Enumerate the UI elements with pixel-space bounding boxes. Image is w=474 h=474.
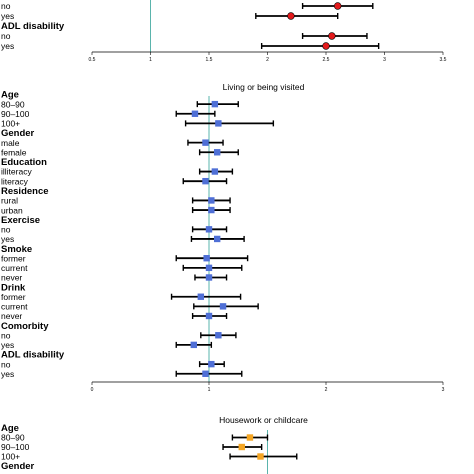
x-tick-label: 0.5 [89,57,96,63]
row-label: 90–100 [1,442,30,452]
point-estimate-marker [334,2,342,10]
group-header: Exercise [1,215,40,226]
point-estimate-marker [238,443,245,451]
point-estimate-marker [202,177,209,185]
row-label: illiteracy [1,167,32,177]
row-label: no [1,31,11,41]
point-estimate-marker [202,370,209,377]
point-estimate-marker [246,434,254,441]
row-label: yes [1,234,14,244]
group-header: Comorbity [1,321,49,332]
row-label: 90–100 [1,109,30,119]
row-label: no [1,225,11,235]
row-label: male [1,138,20,148]
point-estimate-marker [328,32,336,40]
panel-title: Housework or childcare [219,415,308,425]
point-estimate-marker [205,274,213,281]
row-label: yes [1,11,14,21]
point-estimate-marker [219,303,227,310]
x-tick-label: 0 [91,387,94,393]
x-tick-label: 1 [149,57,152,63]
group-header: Education [1,157,47,168]
point-estimate-marker [205,226,213,233]
group-header: Age [1,423,19,434]
point-estimate-marker [215,332,222,339]
point-estimate-marker [208,360,215,368]
x-tick-label: 2.5 [323,57,330,63]
x-tick-label: 1.5 [206,57,213,63]
row-label: female [1,147,27,157]
panel-title: Living or being visited [223,82,305,92]
row-label: current [1,263,28,273]
group-header: Age [1,90,19,101]
row-label: rural [1,196,18,206]
forest-panel-2: Living or being visited 0 1 2 3 Age80–9090–10… [1,82,445,393]
row-label: 80–90 [1,433,25,443]
point-estimate-marker [197,293,205,300]
row-label: no [1,330,11,340]
point-estimate-marker [211,100,219,108]
group-header: Residence [1,186,49,197]
point-estimate-marker [213,149,221,156]
x-tick-label: 3 [383,57,386,63]
group-header: Gender [1,461,35,472]
point-estimate-marker [205,312,213,320]
point-estimate-marker [208,206,215,214]
row-label: urban [1,205,23,215]
group-header: Smoke [1,244,32,255]
x-tick-label: 3.5 [440,57,447,63]
point-estimate-marker [215,120,222,127]
forest-panel-3: Housework or childcare Age80–9090–100100+… [1,415,308,474]
row-label: 100+ [1,119,20,129]
group-header: Gender [1,128,35,139]
row-label: no [1,1,11,11]
x-tick-label: 1 [208,387,211,393]
row-label: former [1,292,26,302]
point-estimate-marker [213,235,221,243]
point-estimate-marker [202,139,209,146]
row-label: no [1,359,11,369]
point-estimate-marker [191,110,199,117]
point-estimate-marker [211,168,219,175]
row-label: yes [1,340,14,350]
row-label: 80–90 [1,99,25,109]
x-tick-label: 3 [442,387,445,393]
row-label: yes [1,41,14,51]
x-tick-label: 2 [266,57,269,63]
row-label: former [1,253,26,263]
point-estimate-marker [257,453,264,460]
point-estimate-marker [203,255,210,262]
row-label: current [1,302,28,312]
point-estimate-marker [322,42,330,50]
row-label: yes [1,369,14,379]
row-label: literacy [1,176,29,186]
row-label: 100+ [1,452,20,462]
group-header: ADL disability [1,21,65,32]
row-label: never [1,311,22,321]
point-estimate-marker [208,197,215,204]
x-tick-label: 2 [325,387,328,393]
row-label: never [1,273,22,283]
group-header: ADL disability [1,350,65,361]
point-estimate-marker [287,12,295,20]
point-estimate-marker [190,341,197,349]
point-estimate-marker [205,264,213,272]
group-header: Drink [1,282,26,293]
